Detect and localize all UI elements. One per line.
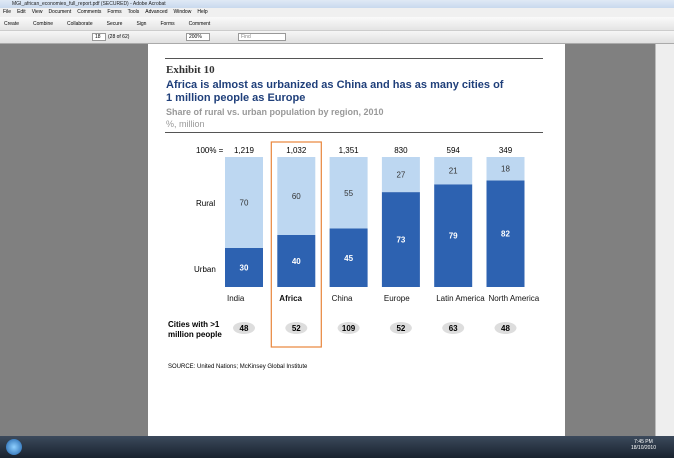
- exhibit: Exhibit 10: [166, 64, 215, 76]
- category-label: China: [331, 294, 353, 303]
- value-label: 82: [501, 230, 510, 239]
- toolbar-button[interactable]: Sign: [136, 21, 147, 27]
- cities-oval: [337, 322, 360, 334]
- rule: [165, 58, 543, 59]
- value-label: 45: [344, 254, 353, 263]
- menu-item[interactable]: Document: [48, 9, 72, 15]
- bar-segment: [434, 157, 473, 185]
- bar-segment: [277, 235, 316, 287]
- task-toolbar: Create Combine Collaborate Secure Sign Forms C…: [0, 17, 674, 31]
- clock-date: 18/10/2010: [630, 445, 656, 451]
- navigation-toolbar: 18 (28 of 62) 200% Find: [0, 31, 674, 44]
- cities-value: 109: [342, 324, 356, 333]
- scrollbar[interactable]: [655, 44, 674, 436]
- title-bar: MGI_african_economies_full_report.pdf (S…: [0, 0, 674, 8]
- cities-oval: [494, 322, 517, 334]
- rule: [165, 132, 543, 133]
- bar-segment: [329, 157, 368, 229]
- total-label: 349: [499, 146, 513, 155]
- bar-segment: [486, 157, 525, 181]
- units: %, million: [166, 119, 205, 129]
- total-label: 1,351: [339, 146, 360, 155]
- value-label: 73: [396, 236, 405, 245]
- category-label: Africa: [279, 294, 302, 303]
- bar-segment: [225, 248, 263, 287]
- menu-item[interactable]: View: [31, 9, 43, 15]
- toolbar-button[interactable]: Create: [4, 21, 20, 27]
- bar-segment: [434, 184, 473, 287]
- total-label: 1,219: [234, 146, 255, 155]
- cities-label: Cities with >1 million people: [168, 320, 222, 339]
- value-label: 40: [292, 257, 301, 266]
- cities-value: 52: [292, 324, 301, 333]
- category-label: India: [227, 294, 245, 303]
- cities-oval: [442, 322, 465, 334]
- bar-segment: [381, 157, 420, 193]
- menu-item[interactable]: Advanced: [145, 9, 168, 15]
- bar-segment: [381, 192, 420, 287]
- cities-oval: [285, 322, 308, 334]
- find: Find: [241, 34, 251, 40]
- cities-value: 48: [501, 324, 510, 333]
- menu-item[interactable]: Tools: [127, 9, 140, 15]
- bar-segment: [486, 180, 525, 287]
- value-label: 60: [292, 192, 301, 201]
- category-label: Latin America: [436, 294, 485, 303]
- total-label: 1,032: [286, 146, 307, 155]
- value-label: 21: [449, 167, 458, 176]
- find-field[interactable]: Find: [238, 33, 286, 41]
- bar-segment: [225, 157, 263, 248]
- value-label: 18: [501, 165, 510, 174]
- clock-time: 7:45 PM: [634, 439, 653, 445]
- value-label: 55: [344, 189, 353, 198]
- menu-bar: File Edit View Document Comments Forms Tools Ad…: [0, 8, 674, 17]
- menu-item[interactable]: Edit: [17, 9, 26, 15]
- menu-item[interactable]: Forms: [107, 9, 122, 15]
- source: SOURCE: United Nations; McKinsey Global …: [168, 364, 308, 370]
- category-label: Europe: [383, 294, 410, 303]
- chart-subtitle: Share of rural vs. urban population by r…: [166, 107, 384, 117]
- menu-item[interactable]: Window: [173, 9, 192, 15]
- toolbar-button[interactable]: Secure: [106, 21, 123, 27]
- series-label: Urban: [194, 265, 216, 274]
- cities-value: 48: [240, 324, 249, 333]
- toolbar-button[interactable]: Comment: [188, 21, 211, 27]
- toolbar-button[interactable]: Collaborate: [67, 21, 93, 27]
- page-count: (28 of 62): [108, 34, 130, 40]
- window-title: MGI_african_economies_full_report.pdf (S…: [12, 1, 166, 7]
- cities-oval: [233, 322, 255, 334]
- taskbar: 7:45 PM 18/10/2010: [0, 436, 674, 458]
- zoom: 200%: [189, 34, 202, 40]
- page-number: 18: [95, 34, 101, 40]
- menu-item[interactable]: File: [3, 9, 12, 15]
- start-button[interactable]: [6, 439, 22, 455]
- bar-segment: [329, 228, 368, 287]
- value-label: 79: [449, 232, 458, 241]
- cities-oval: [389, 322, 412, 334]
- toolbar-button[interactable]: Combine: [33, 21, 54, 27]
- cities-value: 52: [396, 324, 405, 333]
- chart-title: Africa is almost as urbanized as China a…: [166, 79, 504, 104]
- menu-item[interactable]: Comments: [77, 9, 102, 15]
- menu-item[interactable]: Help: [197, 9, 208, 15]
- highlight-box: [270, 141, 322, 348]
- category-label: North America: [488, 294, 540, 303]
- toolbar-button[interactable]: Forms: [160, 21, 175, 27]
- page-number-field[interactable]: 18: [92, 33, 106, 41]
- value-label: 70: [240, 199, 249, 208]
- zoom-field[interactable]: 200%: [186, 33, 210, 41]
- totals-label: 100% =: [196, 146, 224, 155]
- total-label: 830: [394, 146, 408, 155]
- total-label: 594: [447, 146, 461, 155]
- cities-value: 63: [449, 324, 458, 333]
- bar-segment: [277, 157, 316, 235]
- value-label: 27: [396, 171, 405, 180]
- series-label: Rural: [196, 199, 215, 208]
- value-label: 30: [240, 264, 249, 273]
